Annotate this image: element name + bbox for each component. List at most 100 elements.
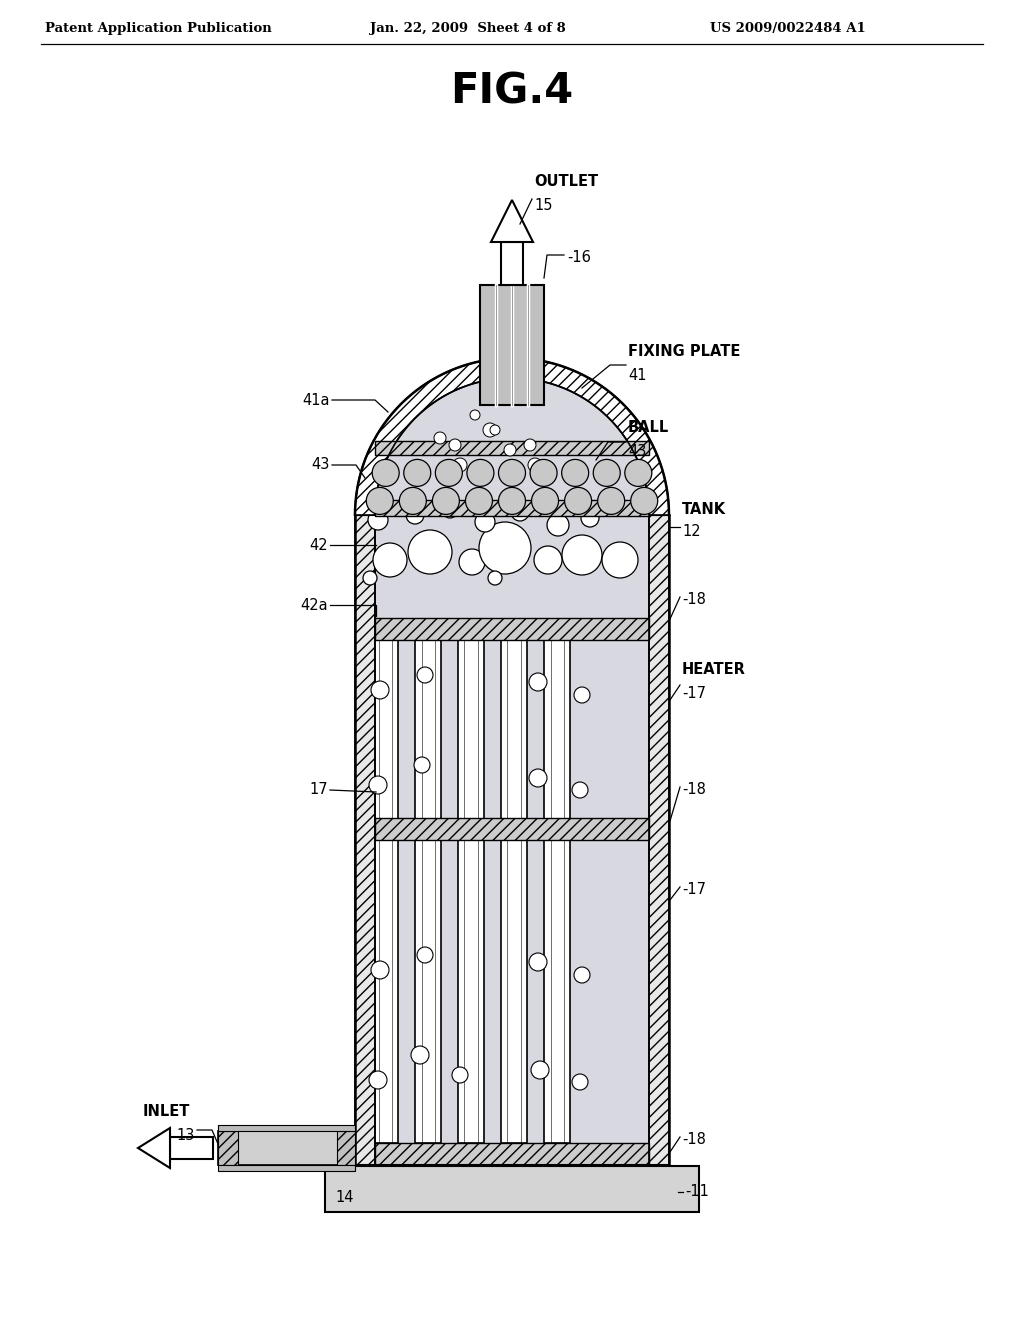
Circle shape	[449, 440, 461, 451]
Text: -18: -18	[682, 593, 706, 607]
Text: Patent Application Publication: Patent Application Publication	[45, 22, 271, 36]
Text: -11: -11	[685, 1184, 709, 1200]
Circle shape	[488, 572, 502, 585]
Text: US 2009/0022484 A1: US 2009/0022484 A1	[710, 22, 865, 36]
Circle shape	[531, 487, 558, 515]
Bar	[218, 1125, 355, 1131]
Circle shape	[528, 458, 542, 473]
Circle shape	[529, 770, 547, 787]
Circle shape	[467, 459, 494, 486]
Bar	[649, 515, 669, 1166]
Bar	[501, 640, 527, 1143]
Polygon shape	[355, 358, 669, 515]
Bar	[458, 640, 484, 1143]
Circle shape	[572, 781, 588, 799]
Circle shape	[368, 510, 388, 531]
Circle shape	[434, 432, 446, 444]
Circle shape	[417, 667, 433, 682]
Circle shape	[562, 535, 602, 576]
Bar	[375, 515, 649, 618]
Text: -18: -18	[682, 1133, 706, 1147]
Circle shape	[524, 440, 536, 451]
Text: -16: -16	[567, 251, 591, 265]
Circle shape	[631, 487, 657, 515]
Circle shape	[411, 1045, 429, 1064]
Text: -18: -18	[682, 783, 706, 797]
Circle shape	[490, 425, 500, 436]
Text: 43: 43	[628, 445, 646, 459]
Text: TANK: TANK	[682, 503, 726, 517]
Circle shape	[598, 487, 625, 515]
Circle shape	[504, 444, 516, 455]
Circle shape	[406, 506, 424, 524]
Circle shape	[442, 502, 458, 517]
Text: INLET: INLET	[142, 1105, 190, 1119]
Circle shape	[362, 572, 377, 585]
Circle shape	[399, 487, 426, 515]
Circle shape	[529, 953, 547, 972]
Text: 42a: 42a	[300, 598, 328, 612]
Bar	[372, 640, 398, 1143]
Bar	[480, 285, 544, 405]
Circle shape	[466, 487, 493, 515]
Circle shape	[574, 686, 590, 704]
Circle shape	[373, 543, 407, 577]
Bar	[375, 515, 649, 1166]
Circle shape	[414, 756, 430, 774]
Polygon shape	[490, 201, 534, 242]
Circle shape	[547, 513, 569, 536]
Text: OUTLET: OUTLET	[534, 174, 598, 190]
Circle shape	[561, 459, 589, 486]
Bar	[375, 1143, 649, 1166]
Circle shape	[499, 487, 525, 515]
Circle shape	[593, 459, 621, 486]
Bar	[375, 500, 649, 516]
Circle shape	[403, 459, 431, 486]
Bar	[170, 1137, 213, 1159]
Text: 17: 17	[309, 783, 328, 797]
Circle shape	[367, 487, 393, 515]
Circle shape	[574, 968, 590, 983]
Bar	[544, 640, 570, 1143]
Circle shape	[371, 681, 389, 700]
Text: -17: -17	[682, 883, 706, 898]
Circle shape	[417, 946, 433, 964]
Circle shape	[459, 549, 485, 576]
Bar	[375, 618, 649, 640]
Text: FIG.4: FIG.4	[451, 70, 573, 112]
Bar	[501, 242, 523, 285]
Bar	[218, 1131, 355, 1166]
Text: 43: 43	[311, 458, 330, 473]
Polygon shape	[375, 378, 649, 515]
Text: 12: 12	[682, 524, 700, 540]
Circle shape	[369, 1071, 387, 1089]
Circle shape	[534, 546, 562, 574]
Circle shape	[453, 458, 467, 473]
Circle shape	[602, 543, 638, 578]
Text: -17: -17	[682, 686, 706, 701]
Polygon shape	[138, 1129, 170, 1168]
Bar	[375, 818, 649, 840]
Text: Jan. 22, 2009  Sheet 4 of 8: Jan. 22, 2009 Sheet 4 of 8	[370, 22, 565, 36]
Text: 15: 15	[534, 198, 553, 214]
Circle shape	[432, 487, 460, 515]
Circle shape	[475, 512, 495, 532]
Circle shape	[369, 776, 387, 795]
Text: 42: 42	[309, 537, 328, 553]
Circle shape	[564, 487, 592, 515]
Bar	[415, 640, 441, 1143]
Circle shape	[483, 422, 497, 437]
Text: 13: 13	[176, 1129, 195, 1143]
Bar	[325, 1166, 699, 1212]
Bar	[375, 441, 649, 455]
Bar	[218, 1166, 355, 1171]
Circle shape	[530, 459, 557, 486]
Circle shape	[435, 459, 463, 486]
Text: BALL: BALL	[628, 421, 670, 436]
Circle shape	[479, 521, 531, 574]
Circle shape	[499, 459, 525, 486]
Circle shape	[529, 673, 547, 690]
Bar	[218, 1131, 238, 1166]
Text: 14: 14	[335, 1191, 353, 1205]
Circle shape	[372, 459, 399, 486]
